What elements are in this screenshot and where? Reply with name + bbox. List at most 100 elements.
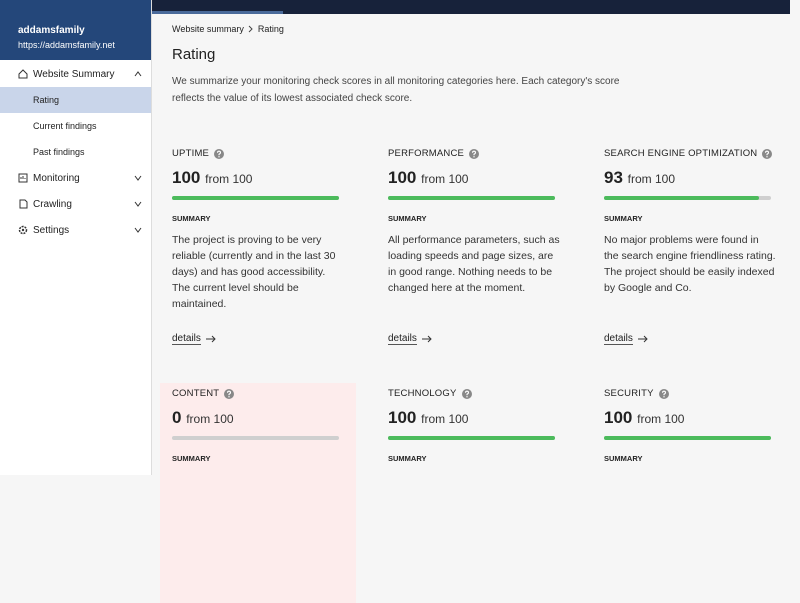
card-title: UPTIME xyxy=(172,148,225,159)
details-text[interactable]: details xyxy=(172,333,201,345)
details-text[interactable]: details xyxy=(604,333,633,345)
summary-text: The project is proving to be very reliab… xyxy=(172,234,336,310)
nav-label: Rating xyxy=(33,95,60,105)
arrow-icon xyxy=(637,335,648,343)
project-name: addamsfamily xyxy=(18,25,85,36)
summary-label: SUMMARY xyxy=(604,214,643,223)
nav-label: Crawling xyxy=(33,198,72,210)
summary-text: No major problems were found in the sear… xyxy=(604,234,776,294)
summary-label: SUMMARY xyxy=(604,454,643,463)
score-track xyxy=(388,436,555,440)
breadcrumb: Website summary Rating xyxy=(172,24,284,34)
project-header: addamsfamily https://addamsfamily.net xyxy=(0,0,151,60)
score-max: from 100 xyxy=(421,172,469,186)
summary-text: All performance parameters, such as load… xyxy=(388,234,560,294)
crawl-icon xyxy=(19,199,28,209)
score-card: SEARCH ENGINE OPTIMIZATION 93 from 100 SUM… xyxy=(592,143,788,363)
score-track xyxy=(172,436,339,440)
card-title: SECURITY xyxy=(604,388,669,399)
arrow-icon xyxy=(205,335,216,343)
help-icon[interactable] xyxy=(658,388,669,399)
help-icon[interactable] xyxy=(224,388,235,399)
score-bar xyxy=(388,436,555,440)
category-name: PERFORMANCE xyxy=(388,148,465,159)
help-icon[interactable] xyxy=(469,148,480,159)
summary-label: SUMMARY xyxy=(172,454,211,463)
score-max: from 100 xyxy=(637,412,685,426)
nav-item[interactable]: Rating xyxy=(0,87,151,113)
settings-icon xyxy=(18,225,28,235)
category-name: CONTENT xyxy=(172,388,220,399)
sidebar: addamsfamily https://addamsfamily.net We… xyxy=(0,0,152,475)
top-bar xyxy=(152,0,790,14)
score-max: from 100 xyxy=(186,412,234,426)
nav-label: Monitoring xyxy=(33,172,80,184)
score-card: PERFORMANCE 100 from 100 SUMMARY All perfor… xyxy=(376,143,572,363)
crumb: Rating xyxy=(257,24,284,34)
score-max: from 100 xyxy=(421,412,469,426)
summary-label: SUMMARY xyxy=(388,214,427,223)
intro-text: We summarize your monitoring check score… xyxy=(172,76,620,104)
progress-strip xyxy=(152,11,283,14)
score-card: CONTENT 0 from 100 SUMMARY xyxy=(160,383,356,603)
score: 100 from 100 xyxy=(388,168,468,188)
details-link[interactable]: details xyxy=(388,333,432,345)
score-value: 93 xyxy=(604,168,623,187)
score-track xyxy=(604,436,771,440)
score-bar xyxy=(604,436,771,440)
score-card: SECURITY 100 from 100 SUMMARY xyxy=(592,383,788,603)
score: 0 from 100 xyxy=(172,408,234,428)
score-track xyxy=(388,196,555,200)
details-link[interactable]: details xyxy=(172,333,216,345)
crumb[interactable]: Website summary xyxy=(172,24,244,34)
score-bar xyxy=(388,196,555,200)
nav-item[interactable]: Crawling xyxy=(0,191,151,217)
nav-label: Settings xyxy=(33,224,70,236)
nav-item[interactable]: Settings xyxy=(0,217,151,243)
score-bar xyxy=(604,196,760,200)
home-icon xyxy=(18,69,28,79)
score-track xyxy=(172,196,339,200)
crumb-separator xyxy=(248,25,253,33)
nav-item[interactable]: Current findings xyxy=(0,113,151,139)
score-value: 100 xyxy=(388,408,417,427)
details-text[interactable]: details xyxy=(388,333,417,345)
details-link[interactable]: details xyxy=(604,333,648,345)
card-title: PERFORMANCE xyxy=(388,148,480,159)
card-title: CONTENT xyxy=(172,388,235,399)
help-icon[interactable] xyxy=(461,388,472,399)
summary-label: SUMMARY xyxy=(388,454,427,463)
score-value: 100 xyxy=(604,408,633,427)
project-url: https://addamsfamily.net xyxy=(18,40,115,50)
category-name: SEARCH ENGINE OPTIMIZATION xyxy=(604,148,758,159)
card-title: SEARCH ENGINE OPTIMIZATION xyxy=(604,148,773,159)
nav-item[interactable]: Monitoring xyxy=(0,165,151,191)
chevron xyxy=(134,71,142,77)
chevron xyxy=(134,175,142,181)
nav-label: Past findings xyxy=(33,147,85,157)
category-name: SECURITY xyxy=(604,388,654,399)
nav-item[interactable]: Past findings xyxy=(0,139,151,165)
help-icon[interactable] xyxy=(214,148,225,159)
score-value: 0 xyxy=(172,408,182,427)
score: 100 from 100 xyxy=(172,168,252,188)
category-name: TECHNOLOGY xyxy=(388,388,457,399)
arrow-icon xyxy=(421,335,432,343)
chevron xyxy=(134,201,142,207)
score-max: from 100 xyxy=(205,172,253,186)
score-value: 100 xyxy=(172,168,201,187)
score-card: UPTIME 100 from 100 SUMMARY The project is … xyxy=(160,143,356,363)
score: 100 from 100 xyxy=(388,408,468,428)
nav-label: Website Summary xyxy=(33,68,115,80)
chevron xyxy=(134,227,142,233)
score: 93 from 100 xyxy=(604,168,675,188)
monitor-icon xyxy=(18,173,28,183)
page-title: Rating xyxy=(172,46,216,63)
score-max: from 100 xyxy=(627,172,676,186)
score-value: 100 xyxy=(388,168,417,187)
nav-label: Current findings xyxy=(33,121,97,131)
help-icon[interactable] xyxy=(762,148,773,159)
category-name: UPTIME xyxy=(172,148,210,159)
nav-item[interactable]: Website Summary xyxy=(0,61,151,87)
score: 100 from 100 xyxy=(604,408,684,428)
